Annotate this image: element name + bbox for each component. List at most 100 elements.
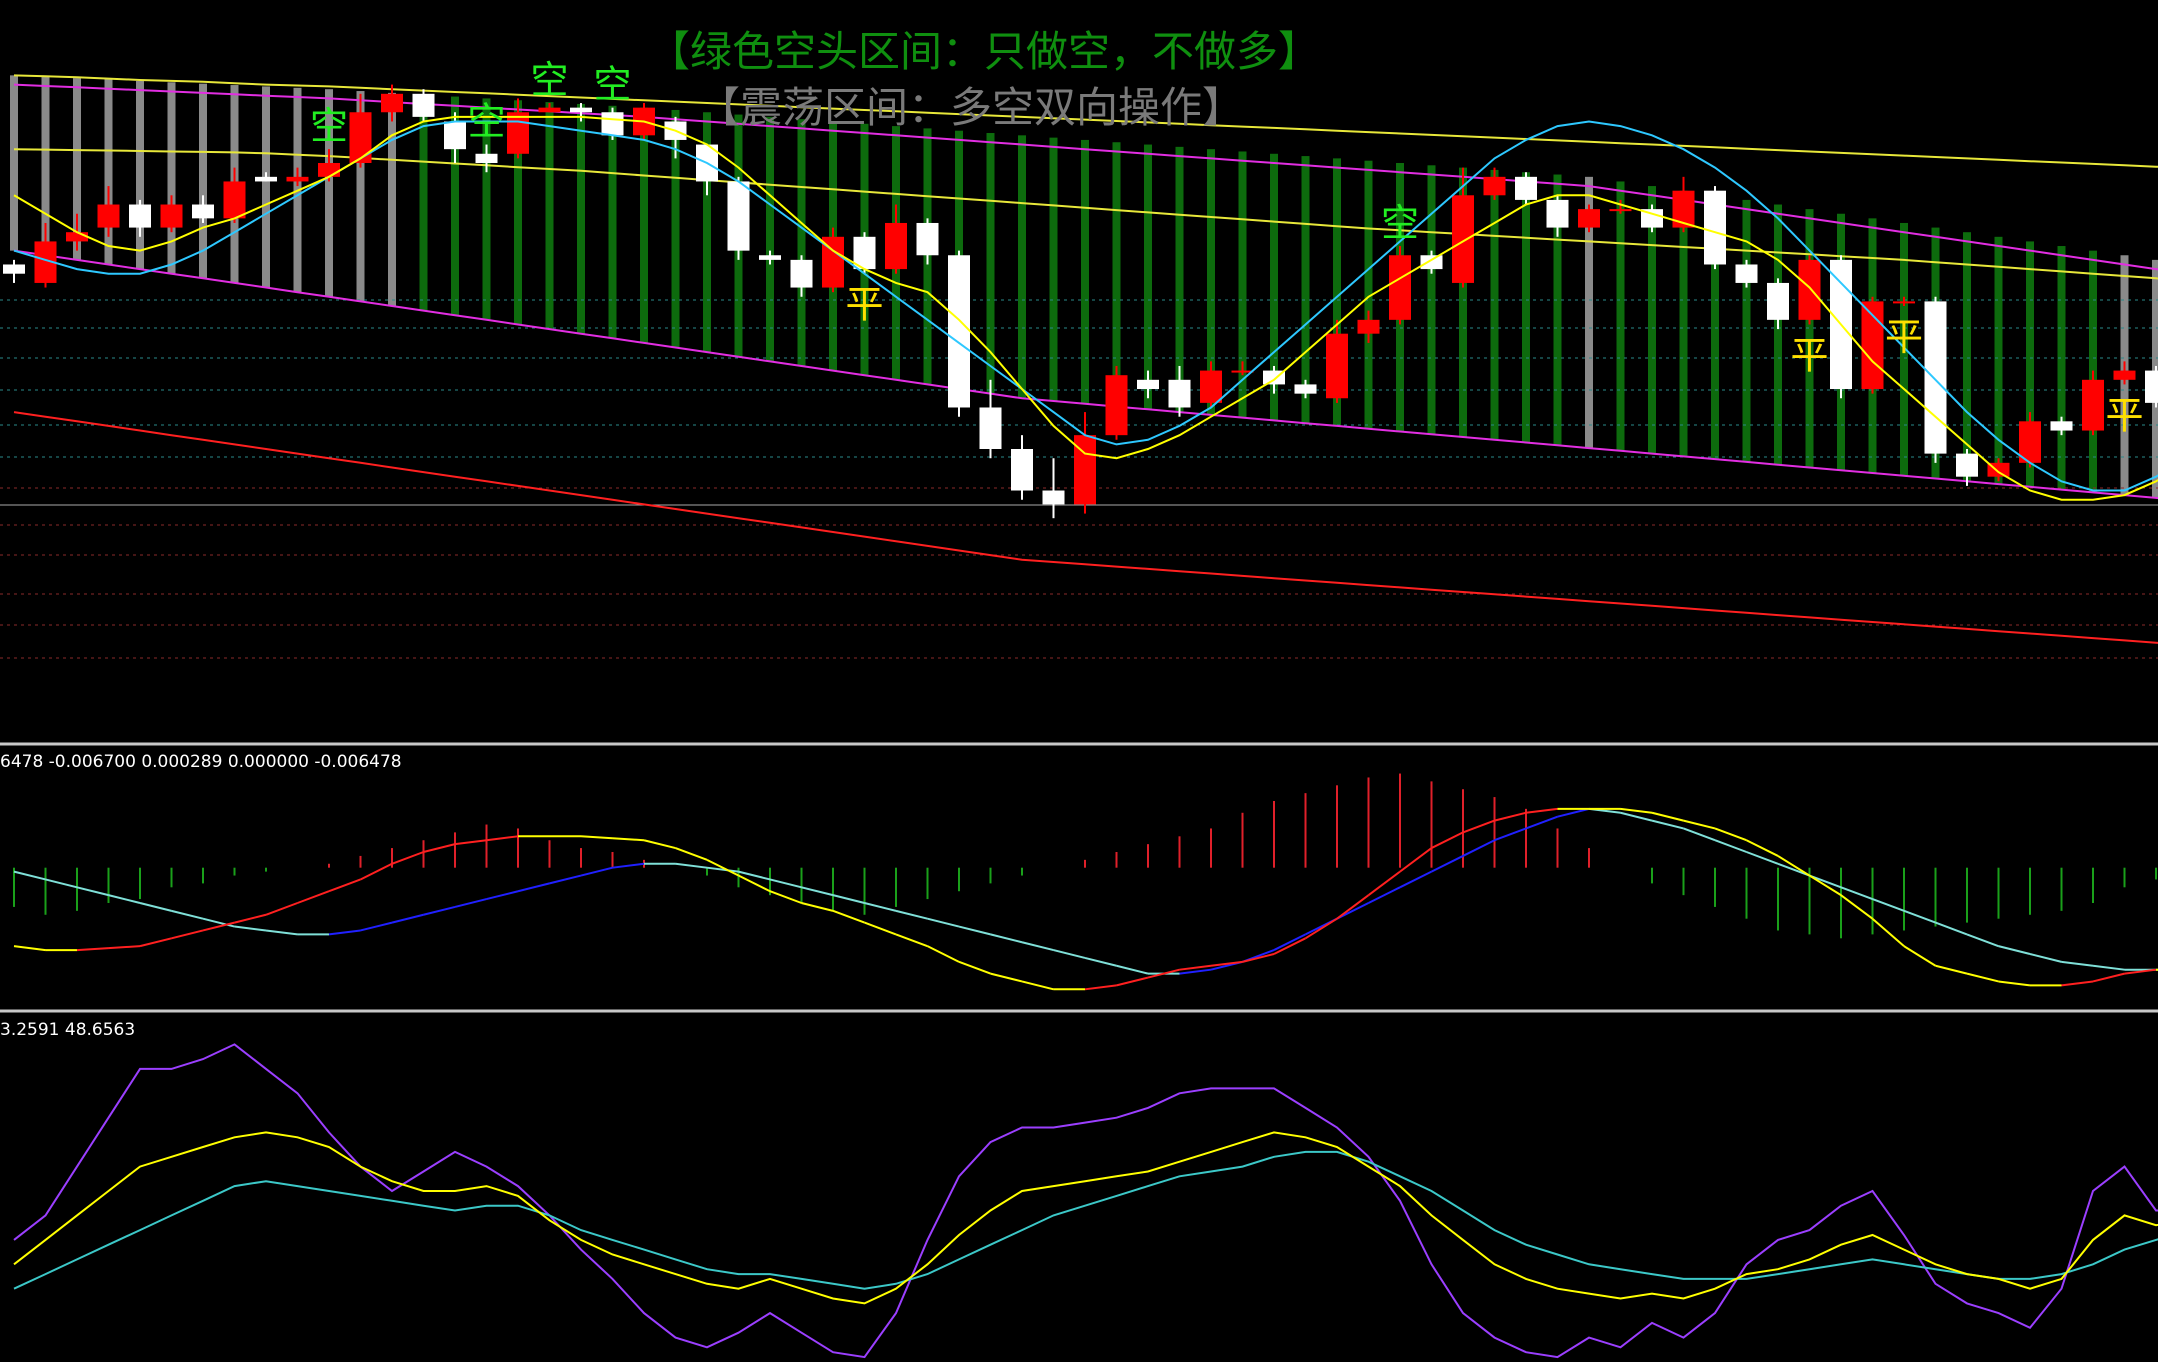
macd-dea-segment-4 — [139, 902, 172, 912]
macd-dea-segment-3 — [108, 894, 141, 904]
zone-column-25 — [797, 119, 806, 366]
macd-dif-segment-23 — [738, 874, 771, 893]
macd-dea-segment-52 — [1651, 819, 1684, 830]
macd-dif-segment-54 — [1714, 827, 1747, 842]
macd-dea-segment-25 — [801, 886, 834, 897]
signal-label-2: 空 — [530, 58, 568, 102]
candle-body-61 — [1924, 301, 1947, 454]
candle-body-42 — [1326, 333, 1348, 399]
candle-body-11 — [349, 112, 372, 163]
candle-body-28 — [885, 222, 907, 270]
candle-body-51 — [1609, 209, 1632, 212]
candle-body-26 — [822, 236, 844, 288]
macd-dea-segment-10 — [328, 929, 361, 936]
long-term-red-line — [13, 411, 2158, 644]
zone-column-65 — [2057, 246, 2066, 490]
candle-body-36 — [1137, 379, 1159, 390]
candle-body-27 — [853, 236, 876, 270]
zone-column-51 — [1616, 181, 1625, 451]
candle-body-2 — [66, 232, 88, 242]
candle-body-48 — [1515, 176, 1537, 200]
macd-dea-segment-42 — [1336, 902, 1369, 920]
signal-label-3: 空 — [593, 63, 631, 107]
macd-dif-segment-58 — [1840, 894, 1874, 920]
macd-dif-segment-9 — [297, 890, 330, 904]
zone-column-32 — [1018, 135, 1026, 399]
macd-dea-segment-48 — [1525, 815, 1558, 830]
macd-dif-segment-56 — [1777, 855, 1811, 877]
zone-column-33 — [1049, 137, 1058, 402]
candle-body-64 — [2019, 421, 2041, 463]
candle-body-8 — [255, 176, 277, 182]
macd-dea-segment-60 — [1903, 909, 1936, 924]
macd-dif-segment-38 — [1210, 960, 1243, 967]
macd-dif-segment-66 — [2092, 972, 2125, 983]
macd-dif-segment-42 — [1336, 894, 1370, 920]
zone-column-47 — [1490, 169, 1499, 440]
kdj-k-line — [13, 1131, 2158, 1305]
zone-column-39 — [1238, 151, 1247, 418]
macd-dif-segment-67 — [2124, 968, 2157, 975]
macd-dif-segment-15 — [486, 835, 519, 842]
macd-dea-segment-30 — [958, 925, 991, 936]
candle-body-57 — [1798, 259, 1821, 320]
signal-label-8: 平 — [2105, 393, 2143, 437]
signal-label-4: 空 — [1381, 201, 1419, 245]
macd-dea-segment-0 — [13, 870, 46, 881]
zone-column-31 — [986, 133, 995, 394]
ema-fast-yellow-line — [13, 115, 2158, 501]
macd-dea-segment-13 — [423, 905, 456, 916]
macd-dif-segment-63 — [1998, 980, 2031, 987]
kdj-j-line — [13, 1043, 2158, 1359]
zone-column-54 — [1711, 195, 1719, 460]
macd-dea-segment-58 — [1840, 886, 1873, 901]
zone-column-0 — [10, 75, 18, 251]
macd-dif-segment-28 — [895, 933, 928, 948]
candle-body-54 — [1704, 190, 1726, 265]
zone-column-36 — [1144, 144, 1152, 410]
zone-column-34 — [1081, 139, 1089, 404]
macd-dif-segment-20 — [643, 839, 676, 850]
macd-dif-segment-18 — [580, 835, 613, 840]
zone-column-12 — [388, 92, 396, 306]
zone-column-2 — [73, 78, 81, 260]
macd-dea-segment-59 — [1872, 898, 1905, 912]
macd-dea-segment-23 — [738, 870, 771, 881]
range-zone-banner: 【震荡区间：多空双向操作】 — [698, 83, 1245, 132]
candle-body-9 — [286, 176, 309, 182]
macd-dif-segment-29 — [927, 945, 960, 963]
signal-label-7: 平 — [1885, 315, 1923, 359]
candle-body-4 — [129, 204, 151, 228]
macd-dif-segment-62 — [1966, 972, 1999, 983]
macd-dea-segment-2 — [76, 886, 109, 897]
kdj-d-line — [13, 1150, 2158, 1290]
kdj-panel — [13, 1043, 2158, 1359]
candle-body-37 — [1168, 379, 1191, 408]
macd-dea-segment-57 — [1809, 874, 1842, 889]
macd-dif-segment-3 — [108, 945, 141, 950]
signal-label-5: 平 — [845, 283, 883, 327]
band-middle-yellow-line — [13, 148, 2158, 280]
zone-column-20 — [640, 107, 648, 343]
zone-column-55 — [1742, 199, 1751, 462]
macd-dif-segment-31 — [990, 972, 1023, 983]
macd-dif-segment-45 — [1431, 831, 1464, 849]
macd-dea-segment-45 — [1431, 855, 1464, 873]
macd-dea-segment-37 — [1179, 968, 1212, 975]
candle-body-50 — [1578, 209, 1600, 228]
macd-dif-segment-60 — [1903, 945, 1937, 967]
candle-body-39 — [1231, 370, 1254, 373]
zone-column-21 — [671, 109, 680, 348]
ema-mid-cyan-line — [13, 120, 2158, 492]
macd-dea-segment-63 — [1998, 945, 2031, 955]
macd-dif-segment-8 — [265, 902, 298, 916]
macd-dif-segment-53 — [1683, 819, 1716, 830]
zone-column-35 — [1112, 142, 1121, 407]
macd-dif-segment-48 — [1525, 807, 1558, 814]
zone-column-3 — [104, 79, 113, 265]
green-zone-banner: 【绿色空头区间：只做空，不做多】 — [648, 27, 1321, 76]
zone-column-38 — [1207, 149, 1215, 415]
macd-dea-segment-12 — [391, 913, 424, 924]
candle-body-23 — [727, 181, 750, 251]
